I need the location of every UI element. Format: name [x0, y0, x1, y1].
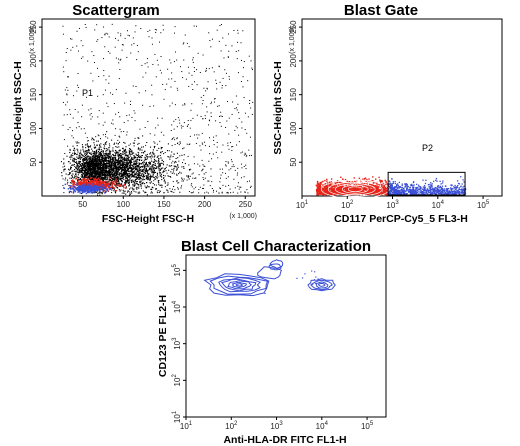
blast-gate-title: Blast Gate — [344, 2, 418, 19]
blast-gate-contour-ring — [341, 184, 369, 194]
blast-gate-y-label: SSC-Height SSC-H — [272, 61, 284, 154]
blast-cell-contour-ring — [318, 283, 326, 287]
blast-cell-contour-ring — [227, 280, 252, 290]
scattergram-y-tick: 200 — [29, 54, 38, 68]
blast-cell-x-tick: 105 — [361, 421, 374, 431]
scattergram-x-scale-note: (x 1,000) — [229, 213, 257, 220]
blast-gate-x-tick: 103 — [386, 200, 399, 210]
blast-cell-contour-ring — [203, 273, 270, 297]
scattergram-x-label: FSC-Height FSC-H — [102, 213, 194, 225]
blast-gate-p2-region — [387, 171, 466, 196]
blast-gate-contour-ring — [347, 186, 363, 193]
blast-cell-x-tick: 103 — [270, 421, 283, 431]
scattergram-x-tick: 250 — [239, 200, 253, 209]
blast-gate-contour-ring — [320, 179, 390, 199]
scattergram-x-tick: 150 — [157, 200, 171, 209]
blast-gate-contour-ring — [334, 183, 376, 196]
blast-cell-x-tick: 104 — [316, 421, 329, 431]
scattergram-blue-events — [63, 183, 112, 195]
blast-cell-y-tick: 105 — [172, 264, 182, 277]
blast-gate-y-tick: 250 — [289, 20, 298, 34]
blast-gate-plot-area — [301, 18, 503, 197]
scattergram-x-tick: 200 — [198, 200, 212, 209]
blast-cell-contour-ring — [268, 263, 282, 271]
scattergram-y-tick: 150 — [29, 87, 38, 101]
blast-cell-contour-ring — [220, 278, 257, 292]
blast-cell-y-tick: 101 — [172, 410, 182, 423]
blast-cell-x-tick: 101 — [180, 421, 193, 431]
blast-cell-contour-ring — [307, 278, 336, 292]
blast-cell-contour-ring — [218, 277, 262, 293]
scattergram-black-events — [60, 23, 254, 196]
blast-gate-x-tick: 102 — [341, 200, 354, 210]
blast-gate-x-label: CD117 PerCP-Cy5_5 FL3-H — [334, 213, 468, 225]
blast-cell-x-tick: 102 — [225, 421, 238, 431]
blast-cell-events — [264, 270, 319, 295]
blast-cell-y-label: CD123 PE FL2-H — [157, 295, 169, 377]
blast-cell-contour-ring — [231, 281, 247, 289]
blast-cell-contour-ring — [209, 275, 269, 295]
scattergram-x-tick: 50 — [78, 200, 87, 209]
blast-cell-contour-ring — [314, 281, 329, 289]
blast-cell-contour-ring — [235, 283, 244, 287]
scattergram-plot-area — [41, 18, 256, 197]
scattergram-y-tick: 100 — [29, 121, 38, 135]
blast-cell-y-tick: 103 — [172, 337, 182, 350]
scattergram-y-label: SSC-Height SSC-H — [12, 61, 24, 154]
blast-gate-contour-ring — [327, 181, 383, 197]
scattergram-x-tick: 100 — [117, 200, 131, 209]
blast-cell-contour-ring — [310, 279, 333, 291]
scattergram-title: Scattergram — [72, 2, 160, 19]
blast-cell-plot-area — [185, 254, 387, 418]
scattergram-red-events — [69, 175, 127, 193]
blast-cell-contour-ring — [257, 266, 283, 280]
scattergram-y-tick: 50 — [29, 157, 38, 166]
blast-gate-x-tick: 105 — [477, 200, 490, 210]
blast-cell-x-label: Anti-HLA-DR FITC FL1-H — [223, 434, 346, 446]
scattergram-y-scale-note: (x 1,000) — [29, 26, 36, 54]
blast-gate-y-tick: 100 — [289, 121, 298, 135]
blast-gate-x-tick: 101 — [296, 200, 309, 210]
blast-gate-y-scale-note: (x 1,000) — [289, 26, 296, 54]
blast-cell-y-tick: 102 — [172, 374, 182, 387]
blast-cell-contour-ring — [269, 259, 284, 269]
scattergram-gate-label: P1 — [82, 88, 93, 98]
scattergram-y-tick: 250 — [29, 20, 38, 34]
blast-cell-y-tick: 104 — [172, 300, 182, 313]
blast-gate-x-tick: 104 — [432, 200, 445, 210]
blast-gate-blue-events — [388, 176, 467, 196]
blast-gate-y-tick: 50 — [289, 157, 298, 166]
blast-gate-y-tick: 150 — [289, 87, 298, 101]
blast-gate-gate-label: P2 — [422, 143, 433, 153]
blast-gate-y-tick: 200 — [289, 54, 298, 68]
blast-cell-title: Blast Cell Characterization — [181, 238, 371, 255]
